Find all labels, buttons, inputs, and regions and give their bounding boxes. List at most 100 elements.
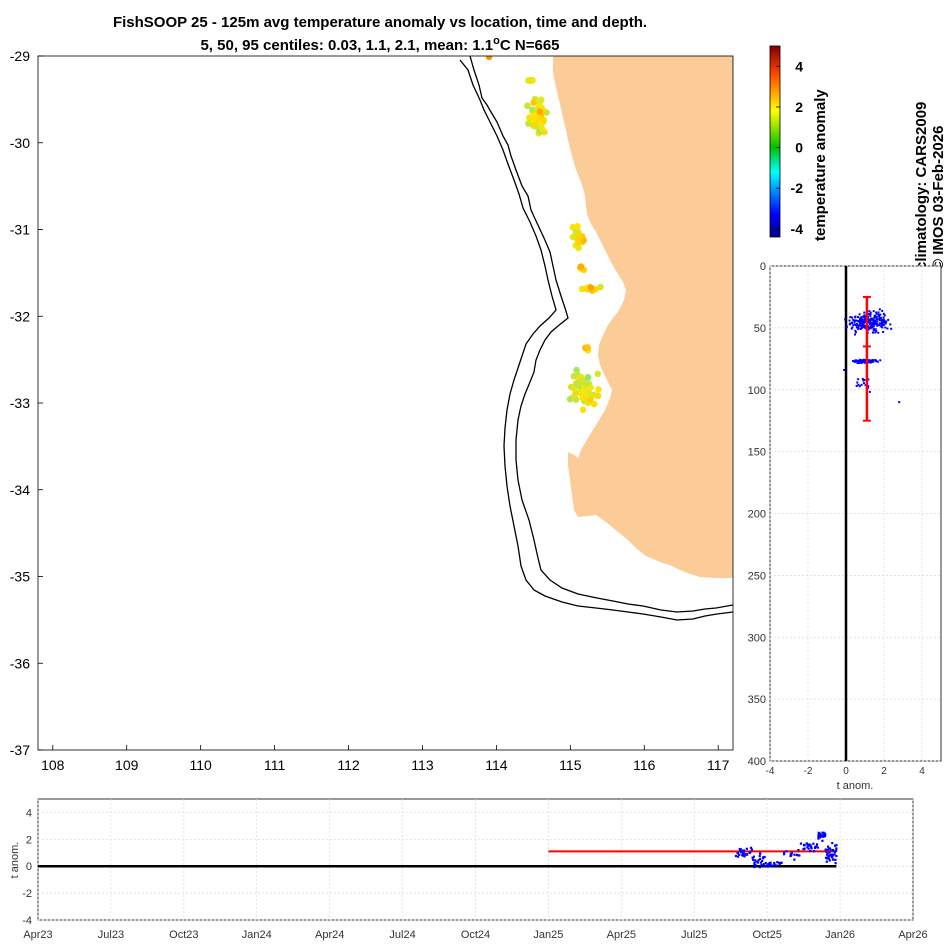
depth-x-tick-label: -2 <box>804 766 813 777</box>
depth-data-point <box>849 316 852 319</box>
time-data-point <box>803 843 806 847</box>
depth-data-point <box>882 320 885 323</box>
time-x-tick-label: Jan24 <box>242 929 272 941</box>
map-data-point <box>573 366 580 374</box>
time-data-point <box>833 844 837 847</box>
colorbar-tick-label: 0 <box>795 140 803 156</box>
map-data-point <box>525 77 532 84</box>
map-y-tick-label: -35 <box>10 569 30 585</box>
map-data-point <box>584 373 592 381</box>
map-data-point <box>528 106 536 114</box>
map-y-tick-label: -33 <box>10 395 30 411</box>
time-data-point <box>817 834 820 837</box>
depth-data-point <box>879 322 882 325</box>
depth-data-point <box>871 326 874 329</box>
map-data-point <box>537 96 545 104</box>
depth-data-point <box>863 314 866 317</box>
time-data-point <box>815 843 819 846</box>
depth-data-point <box>886 327 889 330</box>
time-data-point <box>764 861 767 865</box>
depth-data-point <box>863 321 866 324</box>
time-data-point <box>754 859 757 862</box>
time-data-point <box>785 850 788 853</box>
depth-data-point <box>868 360 871 363</box>
time-data-point <box>821 834 824 837</box>
depth-data-point <box>875 311 878 314</box>
depth-data-point <box>870 317 873 320</box>
depth-data-point <box>854 329 857 332</box>
depth-data-point <box>879 325 882 328</box>
time-data-point <box>831 853 834 856</box>
depth-data-point <box>858 358 861 361</box>
depth-data-point <box>875 316 878 319</box>
depth-data-point <box>853 319 856 322</box>
time-data-point <box>826 848 829 851</box>
time-y-tick-label: -2 <box>22 888 32 900</box>
time-data-point <box>736 852 739 855</box>
time-data-point <box>826 845 830 848</box>
depth-data-point <box>874 316 877 319</box>
depth-data-point <box>883 321 886 324</box>
map-data-point <box>587 384 594 391</box>
depth-data-point <box>872 317 875 320</box>
time-data-point <box>762 863 765 866</box>
depth-data-point <box>868 390 871 393</box>
time-data-point <box>802 848 805 851</box>
depth-data-point <box>878 316 881 319</box>
colorbar: 4 2 0 -2 -4 temperature anomaly <box>769 45 829 241</box>
time-data-point <box>773 861 776 865</box>
depth-data-point <box>882 316 885 319</box>
time-data-point <box>793 853 796 856</box>
depth-panel: -4 -2 0 2 4 0 50 100 150 200 250 300 350 400 t anom. <box>748 261 942 792</box>
depth-data-point <box>867 378 870 381</box>
map-y-tick-label: -36 <box>10 655 30 671</box>
depth-data-point <box>869 325 872 328</box>
map-data-point <box>529 116 537 123</box>
map-x-tick-label: 116 <box>633 757 656 773</box>
map-data-point <box>570 373 578 380</box>
depth-data-point <box>860 318 863 321</box>
time-x-ticks: Apr23 Jul23 Oct23 Jan24 Apr24 Jul24 Oct24 Jan25… <box>23 929 927 941</box>
map-data-point <box>584 344 591 351</box>
map-y-tick-label: -31 <box>10 222 30 238</box>
depth-data-point <box>869 319 872 322</box>
time-x-tick-label: Jul25 <box>681 929 707 941</box>
depth-errorbar <box>862 295 871 422</box>
depth-y-tick-label: 350 <box>748 694 766 706</box>
depth-data-point <box>851 316 854 319</box>
depth-y-tick-label: 200 <box>748 509 766 521</box>
depth-data-point <box>854 333 857 336</box>
map-data-point <box>577 376 585 384</box>
depth-data-point <box>898 401 901 404</box>
depth-data-point <box>857 360 860 363</box>
time-data-point <box>827 847 831 850</box>
depth-data-point <box>878 324 881 327</box>
time-x-tick-label: Oct25 <box>752 929 781 941</box>
time-x-tick-label: Jan26 <box>825 929 855 941</box>
time-data-point <box>779 861 782 864</box>
depth-data-point <box>845 325 848 328</box>
depth-data-point <box>862 358 865 361</box>
map-x-tick-label: 108 <box>41 757 65 773</box>
depth-data-point <box>864 384 867 387</box>
time-data-point <box>766 864 770 867</box>
depth-data-point <box>882 330 885 333</box>
depth-data-point <box>859 361 862 364</box>
time-data-point <box>826 853 829 856</box>
time-data-point <box>812 850 816 853</box>
depth-data-point <box>851 326 854 329</box>
map-y-tick-label: -30 <box>10 135 30 151</box>
depth-data-point <box>878 318 881 321</box>
depth-data-point <box>875 330 878 333</box>
time-data-point <box>776 860 779 864</box>
depth-data-point <box>874 319 877 322</box>
time-data-point <box>753 862 756 865</box>
time-data-point <box>826 857 829 860</box>
time-x-tick-label: Oct24 <box>461 929 490 941</box>
depth-data-point <box>882 319 885 322</box>
depth-data-point <box>853 323 856 326</box>
depth-data-point <box>871 360 874 363</box>
time-data-point <box>769 864 772 868</box>
depth-data-point <box>859 327 862 330</box>
